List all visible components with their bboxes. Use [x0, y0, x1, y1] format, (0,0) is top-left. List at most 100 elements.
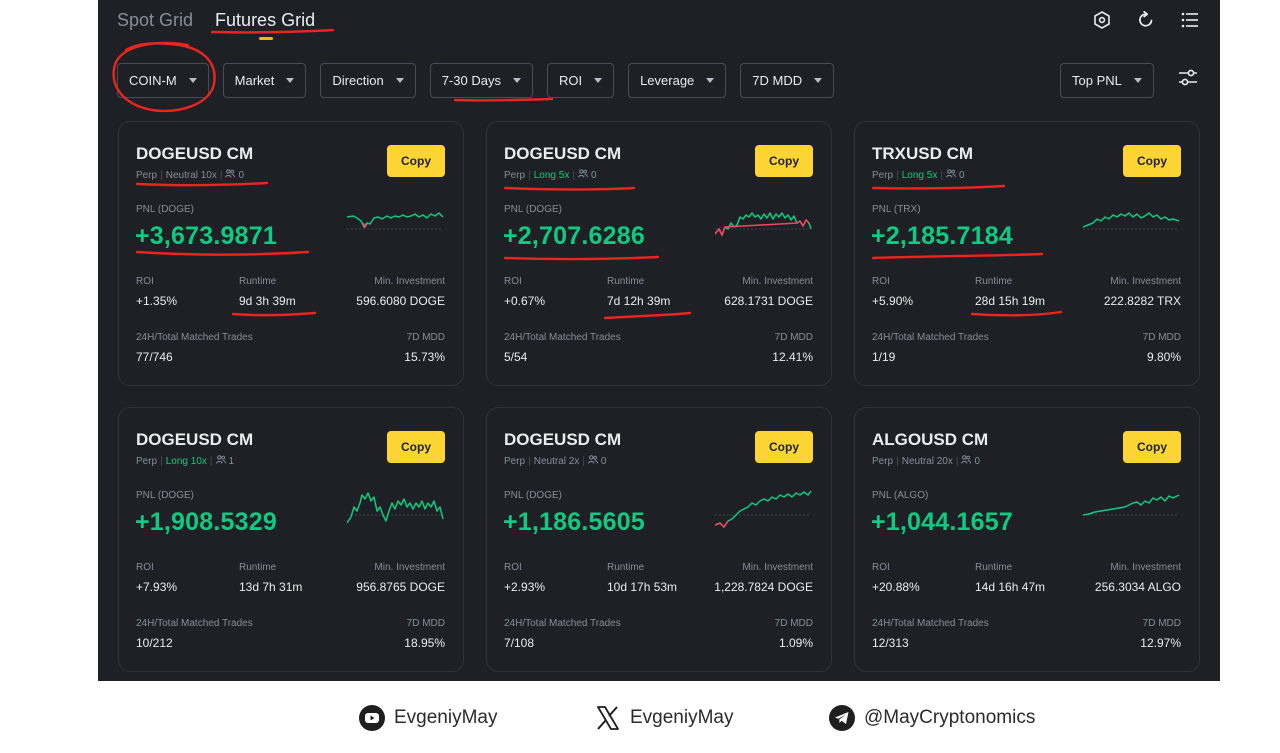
strategy-card[interactable]: ALGOUSD CM Perp | Neutral 20x | 0 Copy P…: [854, 407, 1200, 672]
copy-button[interactable]: Copy: [1123, 145, 1181, 177]
filter-roi[interactable]: ROI: [546, 63, 615, 98]
bot-settings-icon[interactable]: [1092, 10, 1112, 30]
filter-label: ROI: [558, 73, 583, 88]
filter-mdd[interactable]: 7D MDD: [740, 63, 835, 98]
meta-divider: |: [940, 169, 943, 181]
filter-label: COIN-M: [129, 73, 177, 88]
tab-spot-grid[interactable]: Spot Grid: [117, 10, 194, 30]
card-symbol: DOGEUSD CM: [136, 430, 254, 449]
caret-down-icon: [706, 78, 715, 83]
trades-value: 10/212: [136, 636, 173, 650]
meta-divider: |: [528, 169, 531, 181]
mdd-label: 7D MDD: [1142, 618, 1181, 629]
mdd-value: 15.73%: [404, 350, 445, 364]
pnl-label: PNL (DOGE): [504, 204, 562, 215]
pnl-sparkline: [347, 492, 444, 524]
meta-divider: |: [896, 169, 899, 181]
pnl-value: +2,707.6286: [503, 222, 645, 250]
filter-margin-type[interactable]: COIN-M: [117, 63, 209, 98]
copy-button[interactable]: Copy: [755, 431, 813, 463]
trades-value: 12/313: [872, 636, 909, 650]
roi-label: ROI: [872, 276, 890, 287]
filter-market[interactable]: Market: [222, 63, 307, 98]
runtime-value: 28d 15h 19m: [975, 294, 1046, 308]
min-investment-label: Min. Investment: [742, 562, 813, 573]
contract-type: Perp: [136, 455, 158, 467]
strategy-card[interactable]: DOGEUSD CM Perp | Neutral 2x | 0 Copy PN…: [486, 407, 832, 672]
sort-dropdown[interactable]: Top PNL: [1060, 63, 1154, 98]
min-investment-value: 222.8282 TRX: [1103, 294, 1181, 308]
mdd-label: 7D MDD: [1142, 332, 1181, 343]
refresh-icon[interactable]: [1136, 10, 1156, 30]
copiers-count: 0: [590, 169, 597, 181]
runtime-value: 7d 12h 39m: [607, 294, 671, 308]
runtime-label: Runtime: [975, 276, 1013, 287]
trades-label: 24H/Total Matched Trades: [504, 332, 621, 343]
strategy-card[interactable]: DOGEUSD CM Perp | Neutral 10x | 0 Copy P…: [118, 121, 464, 386]
copiers-count: 0: [238, 169, 245, 181]
card-symbol: TRXUSD CM: [872, 144, 974, 163]
sparkline-negative-segment: [362, 222, 368, 229]
pnl-sparkline: [347, 212, 444, 230]
trades-label: 24H/Total Matched Trades: [136, 618, 253, 629]
card-symbol: DOGEUSD CM: [504, 144, 622, 163]
tab-futures-grid[interactable]: Futures Grid: [215, 10, 315, 40]
filter-label: Leverage: [640, 73, 695, 88]
sparkline-negative-segment: [715, 218, 810, 237]
min-investment-value: 256.3034 ALGO: [1094, 580, 1181, 594]
contract-type: Perp: [872, 455, 894, 467]
copiers-icon: [961, 455, 972, 467]
copy-button[interactable]: Copy: [387, 431, 445, 463]
contract-type: Perp: [872, 169, 894, 181]
meta-divider: |: [160, 455, 163, 467]
copiers-count: 0: [600, 455, 607, 467]
meta-divider: |: [896, 455, 899, 467]
pnl-value: +1,044.1657: [871, 508, 1013, 536]
trades-label: 24H/Total Matched Trades: [872, 618, 989, 629]
strategy-card[interactable]: TRXUSD CM Perp | Long 5x | 0 Copy PNL (T…: [854, 121, 1200, 386]
mdd-label: 7D MDD: [406, 618, 445, 629]
meta-divider: |: [955, 455, 959, 467]
min-investment-label: Min. Investment: [1110, 276, 1181, 287]
card-meta: Perp | Long 10x | 1: [136, 455, 234, 467]
strategy-card[interactable]: DOGEUSD CM Perp | Long 5x | 0 Copy PNL (…: [486, 121, 832, 386]
contract-type: Perp: [504, 455, 526, 467]
copy-button[interactable]: Copy: [755, 145, 813, 177]
filter-bar: COIN-M Market Direction 7-30 Days ROI Le…: [117, 63, 835, 98]
x-link[interactable]: EvgeniyMay: [594, 704, 734, 732]
roi-value: +0.67%: [504, 294, 546, 308]
filter-runtime[interactable]: 7-30 Days: [429, 63, 533, 98]
runtime-value: 13d 7h 31m: [239, 580, 303, 594]
card-symbol: DOGEUSD CM: [136, 144, 254, 163]
copiers-icon: [225, 169, 236, 181]
caret-down-icon: [594, 78, 603, 83]
pnl-label: PNL (DOGE): [136, 490, 194, 501]
strategy-card[interactable]: DOGEUSD CM Perp | Long 10x | 1 Copy PNL …: [118, 407, 464, 672]
caret-down-icon: [814, 78, 823, 83]
list-menu-icon[interactable]: [1180, 10, 1200, 30]
telegram-handle: @MayCryptonomics: [864, 707, 1036, 728]
direction-leverage: Neutral 2x: [533, 455, 580, 467]
copy-button[interactable]: Copy: [387, 145, 445, 177]
x-handle: EvgeniyMay: [630, 707, 734, 728]
filter-leverage[interactable]: Leverage: [628, 63, 727, 98]
roi-label: ROI: [872, 562, 890, 573]
youtube-link[interactable]: EvgeniyMay: [358, 704, 498, 732]
copiers-count: 0: [974, 455, 981, 467]
roi-label: ROI: [136, 562, 154, 573]
meta-divider: |: [160, 169, 163, 181]
trades-label: 24H/Total Matched Trades: [504, 618, 621, 629]
direction-leverage: Neutral 10x: [165, 169, 217, 181]
filter-settings-icon[interactable]: [1177, 67, 1199, 89]
min-investment-label: Min. Investment: [1110, 562, 1181, 573]
filter-direction[interactable]: Direction: [320, 63, 416, 98]
copy-button[interactable]: Copy: [1123, 431, 1181, 463]
top-icons: [1092, 10, 1200, 30]
min-investment-value: 1,228.7824 DOGE: [714, 580, 813, 594]
card-meta: Perp | Long 5x | 0: [504, 169, 597, 181]
min-investment-label: Min. Investment: [374, 562, 445, 573]
telegram-link[interactable]: @MayCryptonomics: [828, 704, 1035, 732]
copiers-icon: [578, 169, 588, 181]
copiers-icon: [946, 169, 956, 181]
min-investment-label: Min. Investment: [742, 276, 813, 287]
